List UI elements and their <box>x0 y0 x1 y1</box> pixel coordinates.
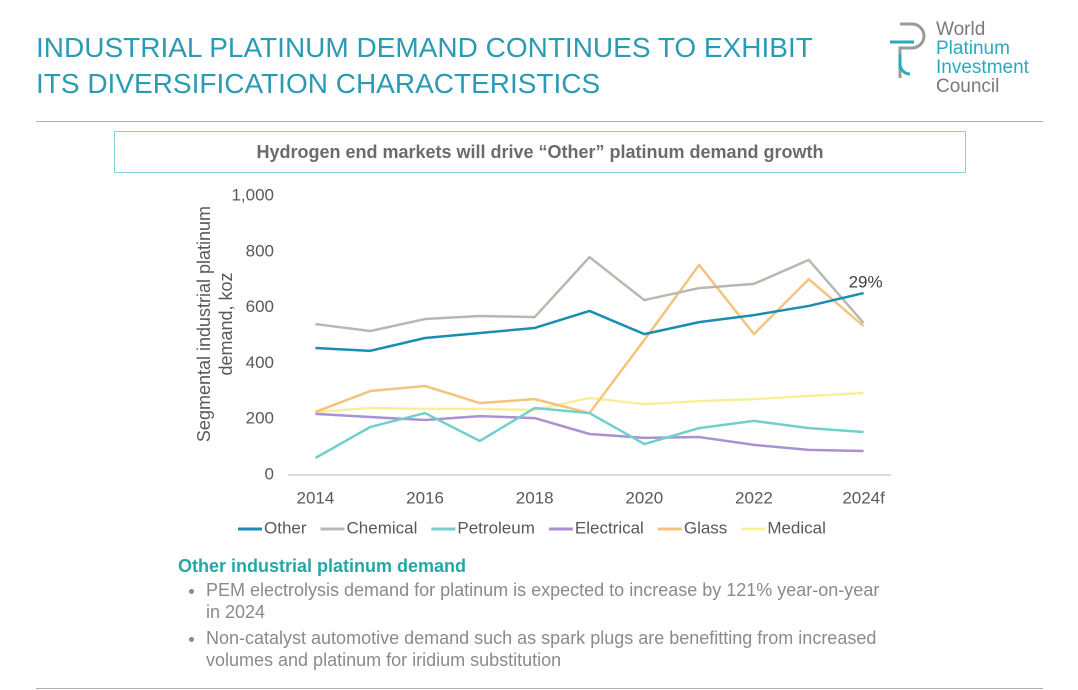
legend-label: Medical <box>767 518 826 537</box>
divider <box>36 121 1043 122</box>
annotation: 29% <box>849 273 883 292</box>
y-tick-label: 400 <box>246 353 274 372</box>
line-series <box>314 263 865 415</box>
logo-mark <box>890 22 926 78</box>
y-tick-label: 200 <box>246 409 274 428</box>
x-tick-label: 2016 <box>406 488 444 507</box>
y-tick-label: 600 <box>246 297 274 316</box>
logo-text: World Platinum Investment Council <box>936 20 1029 96</box>
notes: Other industrial platinum demand PEM ele… <box>178 555 898 675</box>
x-tick-label: 2024f <box>842 488 885 507</box>
logo-line: Platinum <box>936 38 1010 59</box>
bullet: Non-catalyst automotive demand such as s… <box>206 627 898 671</box>
legend-label: Other <box>264 518 307 537</box>
x-tick-label: 2014 <box>296 488 334 507</box>
x-tick-label: 2022 <box>735 488 773 507</box>
line-series <box>315 412 864 453</box>
legend-label: Chemical <box>347 518 418 537</box>
line-series <box>315 255 865 333</box>
y-tick-label: 800 <box>246 241 274 260</box>
bullet-list: PEM electrolysis demand for platinum is … <box>178 579 898 671</box>
logo-line: Council <box>936 76 1000 97</box>
x-tick-label: 2020 <box>625 488 663 507</box>
y-tick-label: 0 <box>265 464 274 483</box>
legend-label: Glass <box>684 518 727 537</box>
line-series <box>314 406 864 460</box>
line-series <box>315 391 864 414</box>
x-tick-label: 2018 <box>516 488 554 507</box>
chart-title: Hydrogen end markets will drive “Other” … <box>114 131 966 173</box>
logo-line: World <box>936 19 986 40</box>
line-series <box>315 291 864 353</box>
legend-label: Petroleum <box>457 518 534 537</box>
legend-label: Electrical <box>575 518 644 537</box>
logo-line: Investment <box>936 57 1029 78</box>
y-tick-label: 1,000 <box>231 185 274 204</box>
bullet: PEM electrolysis demand for platinum is … <box>206 579 898 623</box>
notes-heading: Other industrial platinum demand <box>178 556 467 576</box>
slide-title: INDUSTRIAL PLATINUM DEMAND CONTINUES TO … <box>36 32 813 99</box>
divider <box>36 688 1043 689</box>
